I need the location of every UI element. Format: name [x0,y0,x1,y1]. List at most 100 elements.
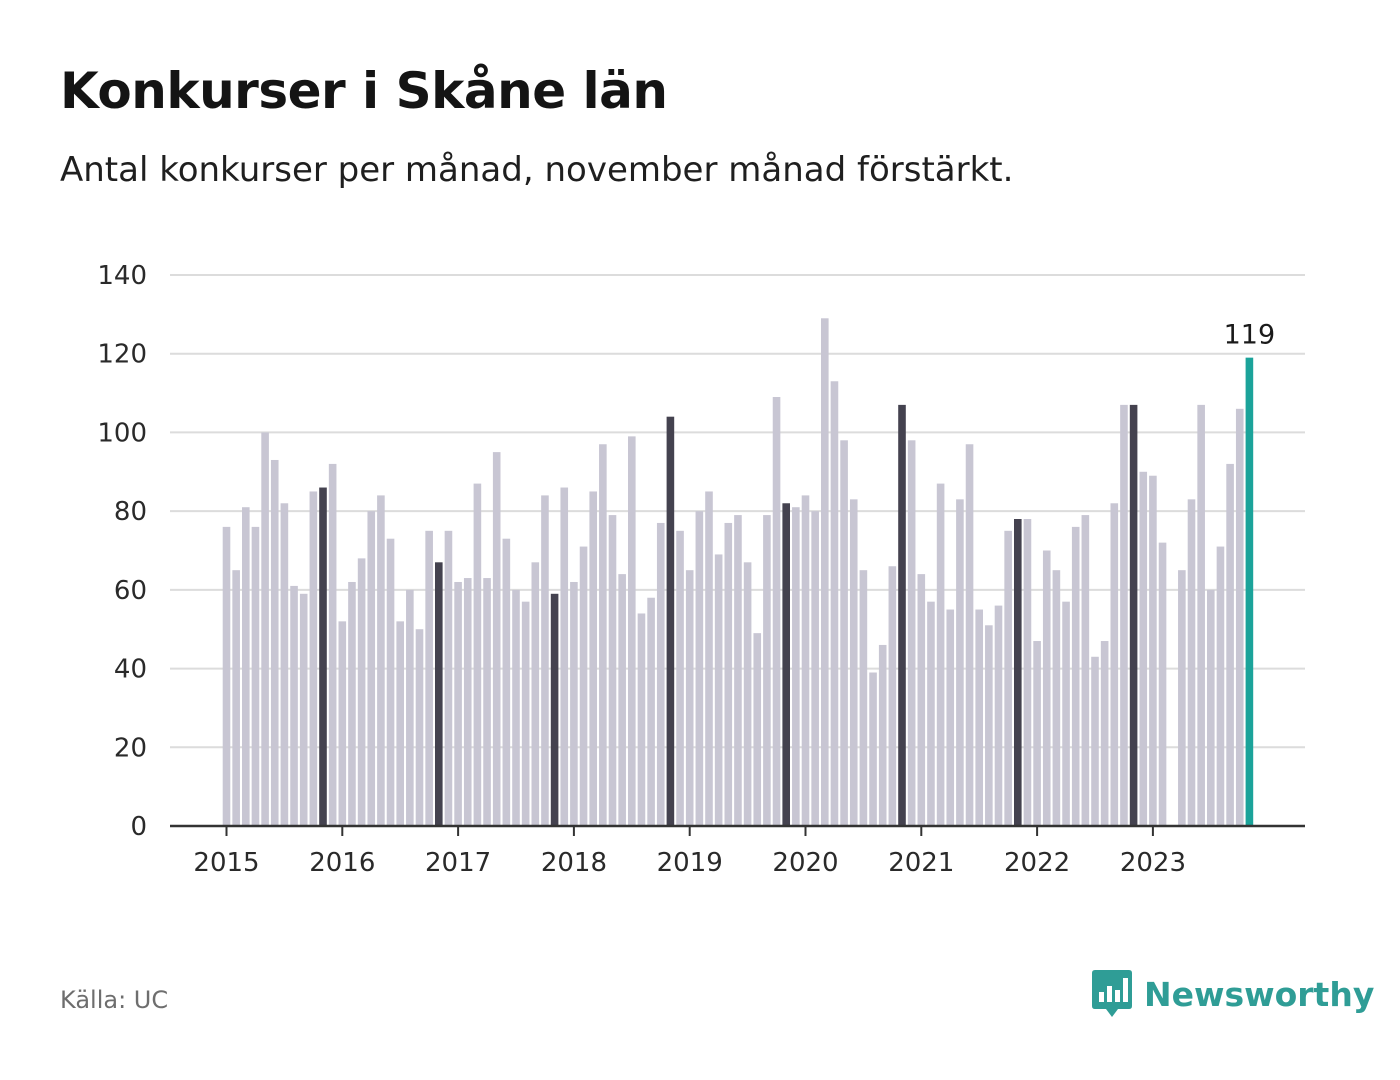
bar [994,605,1003,826]
bar [290,585,298,826]
x-tick-label: 2020 [772,848,838,878]
bar [888,566,897,826]
bar [1197,404,1205,826]
bar [1033,641,1041,826]
bar [1149,475,1157,826]
bar [840,440,848,826]
bar [550,593,559,826]
newsworthy-logo: Newsworthy [1090,968,1374,1020]
bar-chart: 0 20 40 60 80 100 120 140 2015 2016 2017 2018 2019 20… [97,261,1305,878]
bar [512,589,520,826]
bar [570,581,578,826]
bar [965,444,974,826]
bar [270,459,279,826]
chart-subtitle: Antal konkurser per månad, november måna… [60,150,1014,190]
bar [1158,542,1167,826]
bar [386,538,395,826]
bar [560,487,569,826]
bar [763,515,771,826]
bar [1129,404,1138,826]
bar [579,546,588,826]
x-tick-label: 2021 [888,848,954,878]
bar [917,574,926,826]
bar [637,613,646,826]
bar [1245,357,1254,826]
bar [367,511,376,826]
y-tick-label: 80 [114,497,147,527]
bar [830,381,839,826]
bar [705,491,713,826]
x-tick-label: 2016 [309,848,375,878]
bar [521,601,530,826]
bar [1235,408,1244,826]
bar [599,444,607,826]
bar [618,574,626,826]
bar [946,609,955,826]
bar [1052,570,1061,826]
bar [743,562,752,826]
bar [1226,463,1234,826]
bar [483,578,491,826]
bar [251,526,260,826]
bar [782,503,790,826]
y-tick-label: 100 [97,418,147,448]
bar [936,483,945,826]
bar [1207,589,1215,826]
chart-title: Konkurser i Skåne län [60,62,668,120]
bar [463,578,472,826]
y-tick-label: 40 [114,655,147,685]
y-tick-label: 60 [114,576,147,606]
newsworthy-logo-icon [1092,970,1132,1017]
bar [319,487,327,826]
bar [1004,530,1012,826]
x-tick-label: 2022 [1004,848,1070,878]
bar [261,432,269,826]
bar [357,558,366,826]
bar [444,530,453,826]
y-tick-label: 140 [97,261,147,291]
bar [628,436,636,826]
bar [811,511,819,826]
value-annotation: 119 [1224,320,1276,351]
bar [878,644,887,826]
bar [1071,526,1080,826]
bar [1062,601,1070,826]
bar [734,515,742,826]
bar [656,522,665,826]
bar [1178,570,1186,826]
bar [454,581,462,826]
bar [1216,546,1225,826]
bar [377,495,385,826]
y-tick-label: 20 [114,733,147,763]
bar [1042,550,1051,826]
source-note: Källa: UC [60,986,169,1014]
y-tick-label: 120 [97,340,147,370]
bar [1091,656,1099,826]
bar [232,570,240,826]
bar [222,526,231,826]
bar [280,503,289,826]
bar [541,495,549,826]
bar [589,491,597,826]
bar [309,491,318,826]
bar [242,507,250,826]
bar [1110,503,1119,826]
bar [869,672,877,826]
bar [338,621,347,826]
bar [975,609,983,826]
bar [859,570,868,826]
bar [801,495,810,826]
bar [299,593,308,826]
bar [1187,499,1196,826]
bar [898,404,906,826]
bar [396,621,404,826]
bar [676,530,684,826]
bar [907,440,916,826]
bar [724,522,733,826]
bar [415,629,424,826]
bar [666,416,675,826]
bar [927,601,935,826]
bar [647,597,655,826]
bar [406,589,414,826]
bar [956,499,964,826]
